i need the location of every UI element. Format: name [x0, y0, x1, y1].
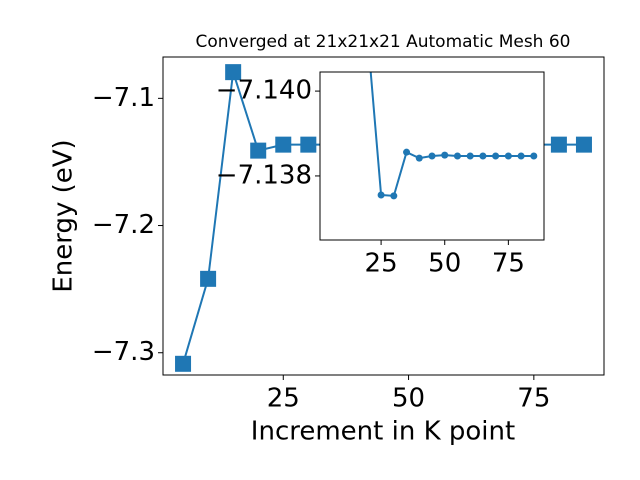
- x-tick-label: 75: [517, 384, 550, 414]
- y-tick-label: −7.140: [216, 76, 312, 106]
- marker: [492, 152, 500, 160]
- axes-frame: [162, 56, 605, 376]
- marker: [453, 152, 461, 160]
- x-tick-label: 25: [365, 249, 398, 279]
- marker: [275, 136, 292, 153]
- marker: [390, 192, 398, 200]
- x-tick-label: 25: [267, 384, 300, 414]
- marker: [250, 142, 267, 159]
- marker: [403, 148, 411, 156]
- marker: [479, 152, 487, 160]
- marker: [225, 64, 242, 81]
- y-tick-label: −7.2: [92, 210, 155, 240]
- marker: [575, 136, 592, 153]
- y-tick-label: −7.3: [92, 337, 155, 367]
- marker: [466, 152, 474, 160]
- marker: [377, 191, 385, 199]
- x-tick-label: 75: [492, 249, 525, 279]
- y-tick-label: −7.1: [92, 83, 155, 113]
- x-axis-label: Increment in K point: [251, 417, 515, 447]
- marker: [504, 152, 512, 160]
- marker: [441, 151, 449, 159]
- marker: [550, 136, 567, 153]
- y-tick-label: −7.138: [216, 160, 312, 190]
- marker: [175, 355, 192, 372]
- marker: [415, 154, 423, 162]
- y-axis-label: Energy (eV): [49, 139, 79, 292]
- marker: [530, 152, 538, 160]
- series: [369, 72, 538, 200]
- x-tick-label: 50: [392, 384, 425, 414]
- marker: [428, 152, 436, 160]
- marker: [517, 152, 525, 160]
- chart-title: Converged at 21x21x21 Automatic Mesh 60: [196, 32, 571, 52]
- axes-frame: [319, 71, 545, 241]
- marker: [300, 136, 317, 153]
- x-tick-label: 50: [428, 249, 461, 279]
- marker: [200, 270, 217, 287]
